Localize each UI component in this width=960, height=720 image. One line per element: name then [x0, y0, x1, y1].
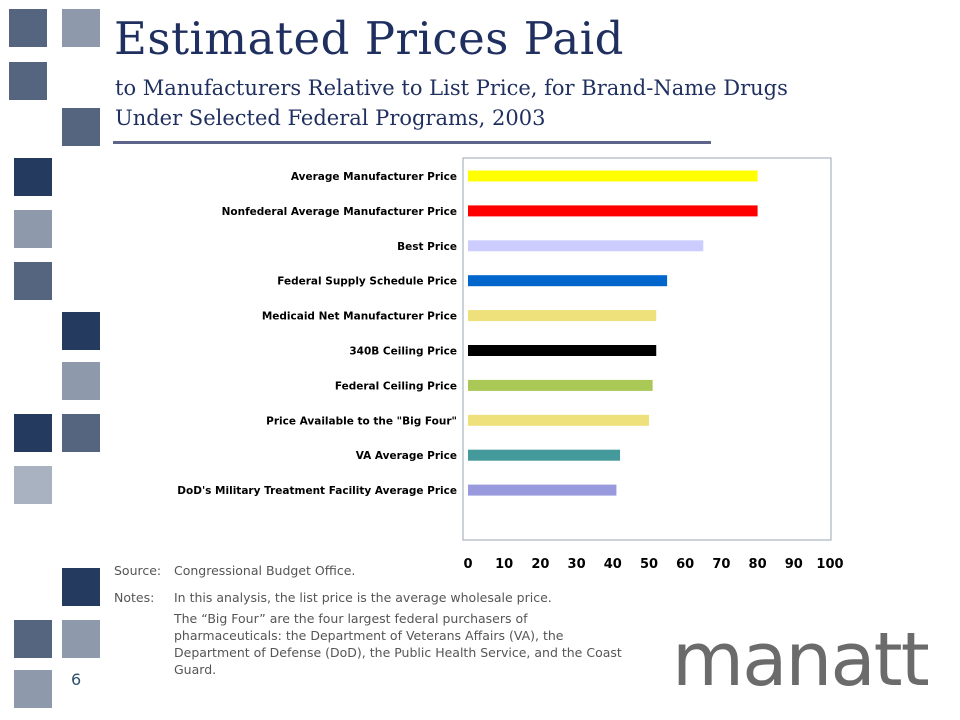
decor-square: [62, 108, 100, 146]
x-tick-label: 20: [531, 557, 549, 572]
big-four-row: The “Big Four” are the four largest fede…: [114, 610, 634, 678]
category-label: Price Available to the "Big Four": [266, 415, 457, 427]
bar-2: [468, 205, 758, 217]
decor-square: [62, 9, 100, 47]
bar-8: [468, 414, 649, 426]
x-tick-label: 70: [712, 557, 730, 572]
decor-square: [62, 414, 100, 452]
category-label: DoD's Military Treatment Facility Averag…: [177, 485, 457, 497]
category-label: 340B Ceiling Price: [349, 346, 457, 358]
bar-3: [468, 240, 704, 252]
category-label: Best Price: [397, 241, 457, 253]
x-tick-label: 30: [568, 557, 586, 572]
decor-square: [14, 670, 52, 708]
decor-square: [62, 568, 100, 606]
decor-square: [14, 620, 52, 658]
source-row: Source: Congressional Budget Office.: [114, 562, 634, 579]
manatt-logo: manatt: [672, 617, 930, 703]
notes-text: In this analysis, the list price is the …: [174, 590, 552, 605]
category-label: Average Manufacturer Price: [291, 171, 457, 183]
decor-square: [14, 466, 52, 504]
page-number: 6: [71, 670, 82, 689]
x-tick-label: 0: [463, 557, 472, 572]
decor-square: [9, 9, 47, 47]
x-tick-label: 40: [604, 557, 622, 572]
title-divider: [113, 141, 711, 144]
x-tick-label: 50: [640, 557, 658, 572]
decor-square: [62, 362, 100, 400]
bar-1: [468, 170, 758, 182]
subtitle-line-1: to Manufacturers Relative to List Price,…: [115, 76, 788, 100]
category-label: VA Average Price: [356, 450, 457, 462]
bar-6: [468, 345, 657, 356]
notes-label: Notes:: [114, 590, 155, 605]
source-text: Congressional Budget Office.: [174, 563, 356, 578]
notes-block: Source: Congressional Budget Office. Not…: [114, 562, 634, 688]
x-tick-label: 10: [495, 557, 513, 572]
x-tick-label: 90: [785, 557, 803, 572]
decor-square: [14, 210, 52, 248]
category-label: Federal Supply Schedule Price: [277, 276, 457, 288]
category-label: Federal Ceiling Price: [335, 380, 457, 392]
bar-4: [468, 275, 668, 287]
bar-9: [468, 449, 621, 461]
subtitle-line-2: Under Selected Federal Programs, 2003: [115, 106, 546, 130]
x-tick-label: 100: [816, 557, 843, 572]
bar-7: [468, 379, 653, 391]
x-tick-label: 60: [676, 557, 694, 572]
decor-square: [9, 62, 47, 100]
decor-square: [62, 620, 100, 658]
source-label: Source:: [114, 563, 162, 578]
notes-row: Notes: In this analysis, the list price …: [114, 589, 634, 606]
category-label: Medicaid Net Manufacturer Price: [262, 311, 457, 323]
category-label: Nonfederal Average Manufacturer Price: [222, 206, 457, 218]
decor-square: [14, 158, 52, 196]
decor-square: [14, 262, 52, 300]
bar-5: [468, 310, 657, 322]
bar-10: [468, 484, 617, 496]
decor-square: [62, 312, 100, 350]
big-four-text: The “Big Four” are the four largest fede…: [174, 611, 622, 677]
decor-square: [14, 414, 52, 452]
page-title: Estimated Prices Paid: [114, 12, 624, 65]
x-tick-label: 80: [749, 557, 767, 572]
